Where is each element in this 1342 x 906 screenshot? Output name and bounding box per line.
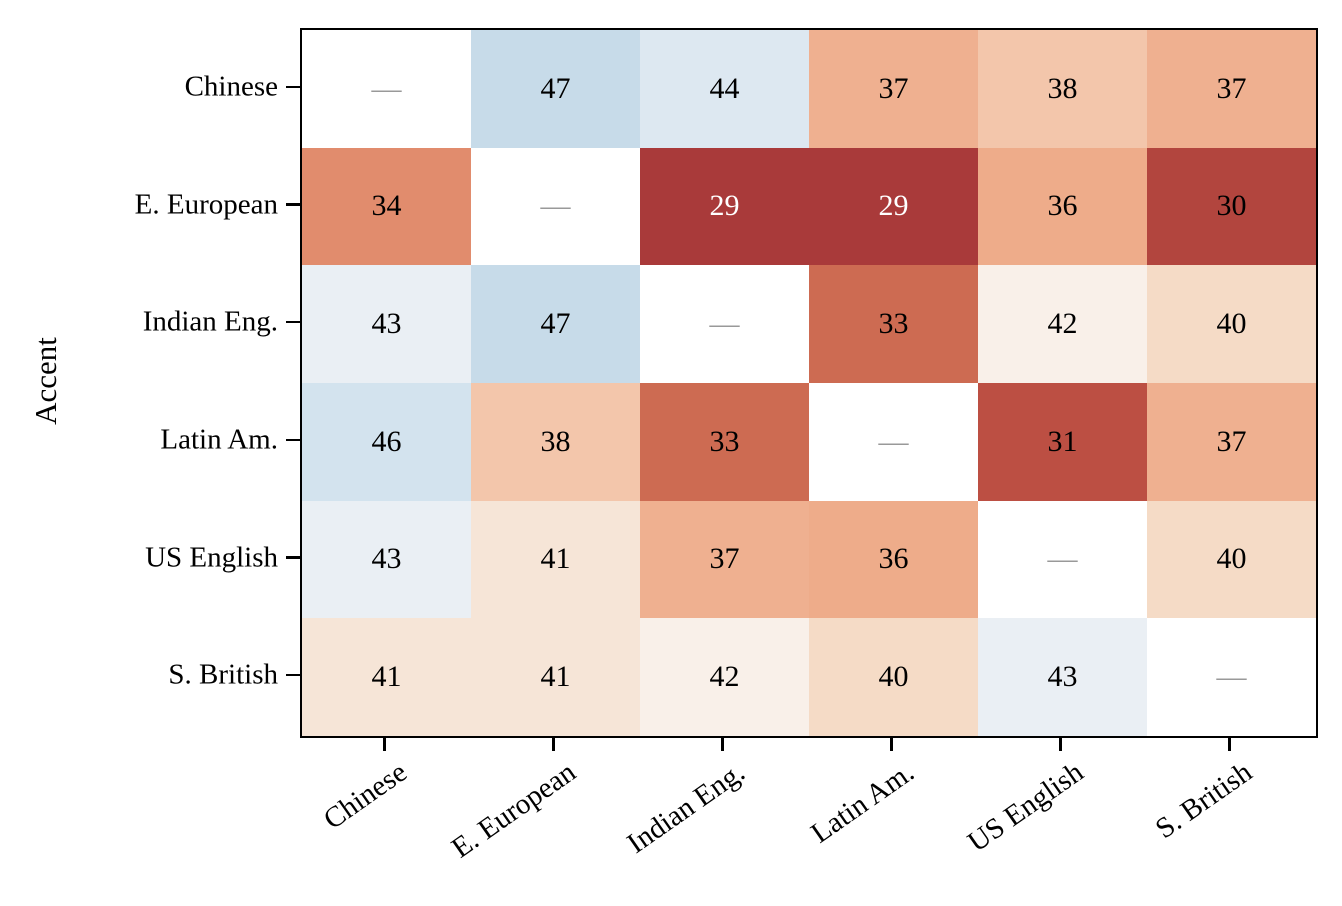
- heatmap-cell: 41: [471, 618, 640, 736]
- cell-value: 38: [540, 424, 571, 458]
- heatmap-cell: 37: [809, 30, 978, 148]
- heatmap-cell: 43: [302, 265, 471, 383]
- cell-value: 47: [540, 307, 571, 341]
- heatmap-cell: 36: [978, 147, 1147, 266]
- y-tick-mark: [286, 438, 300, 442]
- y-tick-mark: [286, 320, 300, 324]
- x-tick-mark: [1059, 736, 1062, 751]
- heatmap-cell: —: [978, 500, 1147, 619]
- missing-value-dash: —: [1047, 542, 1078, 576]
- cell-value: 36: [1047, 189, 1078, 223]
- missing-value-dash: —: [371, 71, 402, 105]
- cell-value: 47: [540, 71, 571, 105]
- heatmap-cell: 44: [640, 30, 809, 148]
- heatmap-plot-area: — 47 44 37 38 37 34 — 29 29 36 30 43 47 — 33 42 40 46 38 33 —…: [300, 28, 1318, 738]
- cell-value: 46: [371, 424, 402, 458]
- heatmap-cell: —: [302, 30, 471, 148]
- heatmap-cell: 33: [809, 265, 978, 383]
- cell-value: 43: [371, 307, 402, 341]
- heatmap-cell: 36: [809, 500, 978, 619]
- heatmap-cell: —: [1147, 618, 1316, 736]
- heatmap-cell: 47: [471, 265, 640, 383]
- cell-value: 34: [371, 189, 402, 223]
- heatmap-cell: 38: [978, 30, 1147, 148]
- row-label-latin-am: Latin Am.: [160, 423, 278, 456]
- heatmap-cell: 37: [1147, 30, 1316, 148]
- cell-value: 37: [1216, 424, 1247, 458]
- missing-value-dash: —: [540, 189, 571, 223]
- heatmap-cell: 37: [640, 500, 809, 619]
- cell-value: 44: [709, 71, 740, 105]
- cell-value: 33: [878, 307, 909, 341]
- heatmap-cell: 47: [471, 30, 640, 148]
- row-label-us-english: US English: [145, 541, 278, 573]
- y-tick-mark: [286, 673, 300, 677]
- cell-value: 36: [878, 542, 909, 576]
- heatmap-cell: 43: [302, 500, 471, 619]
- heatmap-cell: 40: [1147, 265, 1316, 383]
- x-tick-mark: [552, 736, 555, 751]
- cell-value: 42: [1047, 307, 1078, 341]
- x-tick-mark: [1228, 736, 1231, 751]
- heatmap-cell: 40: [809, 618, 978, 736]
- missing-value-dash: —: [878, 424, 909, 458]
- cell-value: 40: [878, 660, 909, 694]
- cell-value: 40: [1216, 307, 1247, 341]
- heatmap-cell: 30: [1147, 147, 1316, 266]
- heatmap-cell: 34: [302, 147, 471, 266]
- heatmap-cell: 43: [978, 618, 1147, 736]
- heatmap-cell: 42: [978, 265, 1147, 383]
- heatmap-cell: 37: [1147, 382, 1316, 501]
- col-label-e-european: E. European: [446, 756, 582, 865]
- heatmap-cell: 41: [302, 618, 471, 736]
- row-label-s-british: S. British: [168, 658, 278, 691]
- heatmap-cell: —: [809, 382, 978, 501]
- col-label-latin-am: Latin Am.: [805, 756, 920, 850]
- col-label-chinese: Chinese: [317, 756, 413, 836]
- cell-value: 37: [709, 542, 740, 576]
- heatmap-cell: 41: [471, 500, 640, 619]
- cell-value: 37: [878, 71, 909, 105]
- heatmap-cell: —: [640, 265, 809, 383]
- heatmap-cell: 38: [471, 382, 640, 501]
- cell-value: 30: [1216, 189, 1247, 223]
- row-label-chinese: Chinese: [184, 70, 278, 103]
- heatmap-cell: —: [471, 147, 640, 266]
- cell-value: 43: [1047, 660, 1078, 694]
- y-tick-mark: [286, 556, 300, 559]
- cell-value: 38: [1047, 71, 1078, 105]
- cell-value: 41: [540, 660, 571, 694]
- row-label-indian-eng: Indian Eng.: [142, 305, 278, 338]
- cell-value: 41: [371, 660, 402, 694]
- heatmap-cell: 46: [302, 382, 471, 501]
- y-tick-mark: [286, 85, 300, 89]
- col-label-us-english: US English: [961, 756, 1089, 859]
- row-label-e-european: E. European: [134, 188, 278, 220]
- cell-value: 43: [371, 542, 402, 576]
- cell-value: 42: [709, 660, 740, 694]
- cell-value: 31: [1047, 424, 1078, 458]
- heatmap-cell: 40: [1147, 500, 1316, 619]
- col-label-indian-eng: Indian Eng.: [621, 756, 751, 860]
- col-label-s-british: S. British: [1149, 756, 1258, 846]
- cell-value: 41: [540, 542, 571, 576]
- cell-value: 29: [878, 189, 909, 223]
- cell-value: 29: [709, 189, 740, 223]
- heatmap-cell: 33: [640, 382, 809, 501]
- cell-value: 40: [1216, 542, 1247, 576]
- x-tick-mark: [890, 736, 893, 751]
- cell-value: 33: [709, 424, 740, 458]
- y-tick-mark: [286, 203, 300, 206]
- heatmap-cell: 42: [640, 618, 809, 736]
- y-axis-label: Accent: [28, 337, 63, 425]
- heatmap-cell: 29: [640, 147, 809, 266]
- missing-value-dash: —: [1216, 660, 1247, 694]
- cell-value: 37: [1216, 71, 1247, 105]
- missing-value-dash: —: [709, 307, 740, 341]
- heatmap-cell: 29: [809, 147, 978, 266]
- x-tick-mark: [383, 736, 386, 751]
- heatmap-cell: 31: [978, 382, 1147, 501]
- x-tick-mark: [721, 736, 724, 751]
